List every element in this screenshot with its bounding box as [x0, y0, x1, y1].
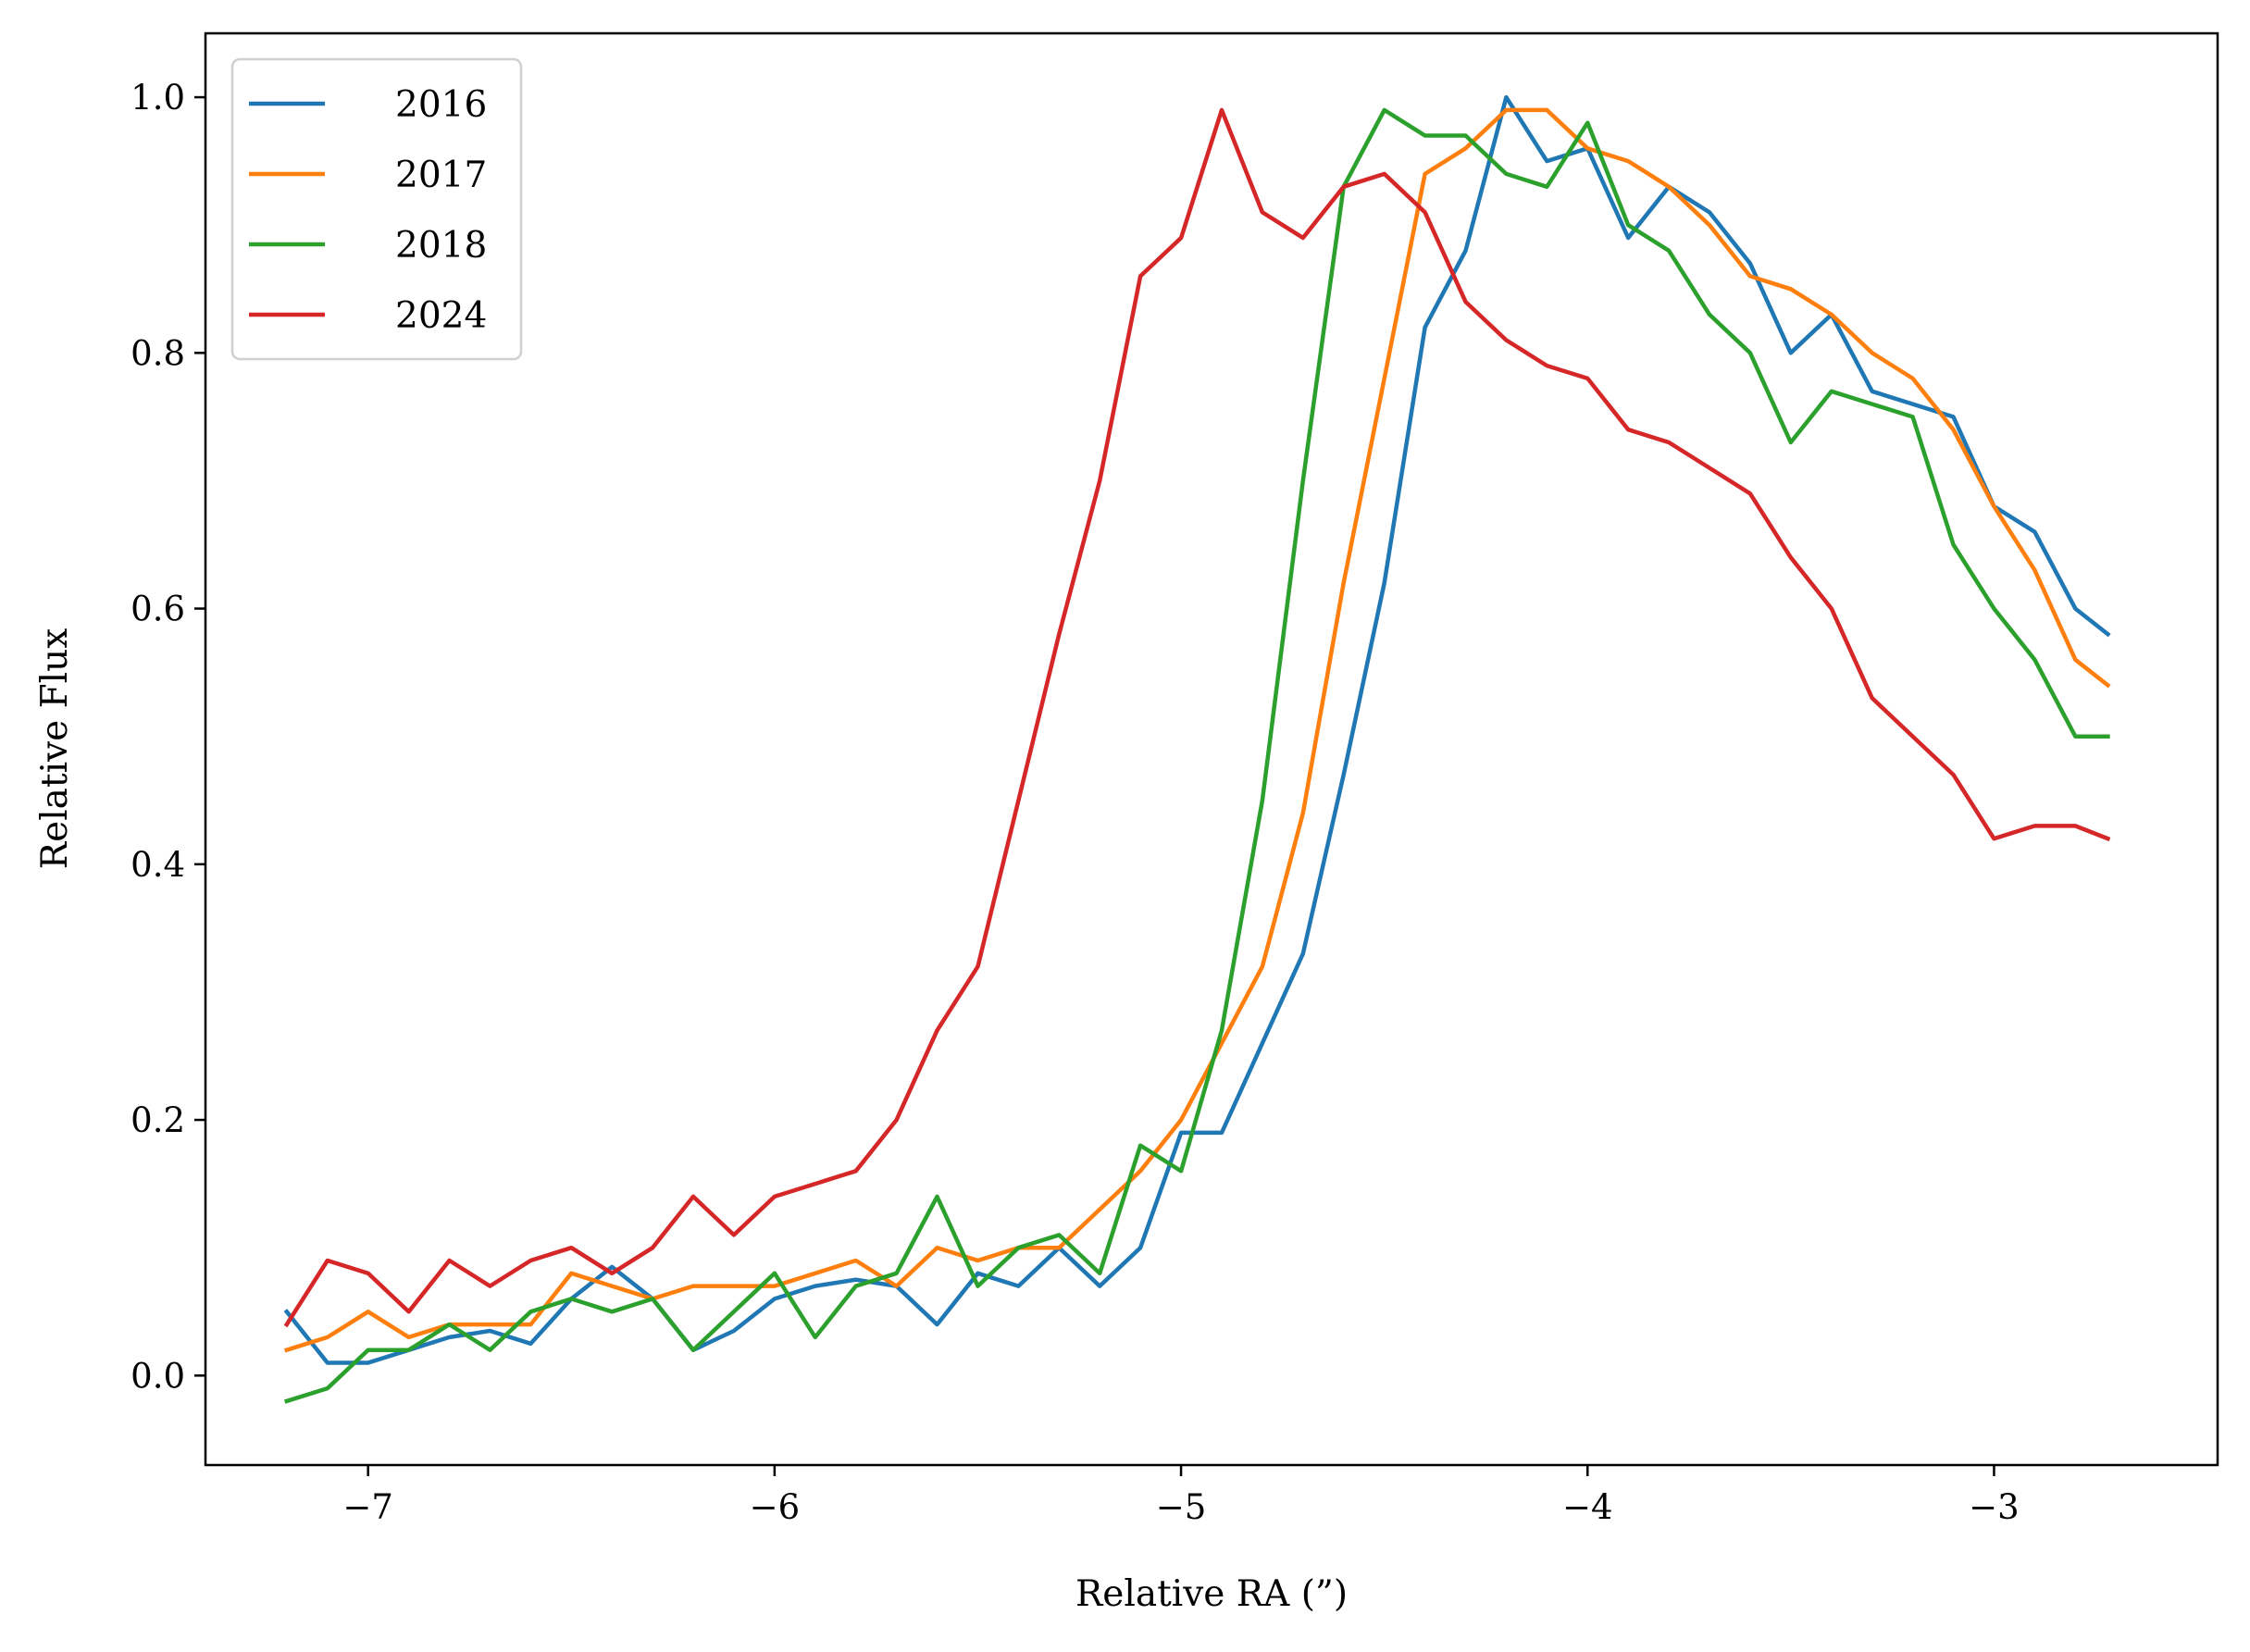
series-line-2016 [283, 94, 2111, 1365]
legend-label-2018: 2018 [395, 225, 487, 267]
legend-label-2024: 2024 [395, 295, 487, 337]
y-axis-label: Relative Flux [34, 628, 76, 869]
x-tick-label: −4 [1562, 1487, 1613, 1527]
x-tick-label: −6 [750, 1487, 801, 1527]
plot-area [205, 33, 2218, 1465]
y-tick-label: 0.4 [131, 845, 185, 885]
y-tick-label: 0.8 [131, 333, 185, 373]
y-tick-label: 0.0 [131, 1356, 185, 1396]
y-tick-label: 0.2 [131, 1100, 185, 1140]
series-layer [283, 94, 2111, 1404]
x-axis-label: Relative RA (”) [1075, 1573, 1348, 1615]
legend-box [230, 57, 523, 361]
x-tick-label: −7 [342, 1487, 393, 1527]
legend-label-2016: 2016 [395, 84, 487, 126]
series-line-2018 [283, 107, 2110, 1404]
legend-label-2017: 2017 [395, 155, 487, 196]
series-line-2017 [283, 107, 2111, 1353]
x-tick-label: −3 [1969, 1487, 2020, 1527]
y-axis-ticks: 0.0 0.2 0.4 0.6 0.8 1.0 [131, 78, 205, 1396]
x-axis-ticks: −7 −6 −5 −4 −3 [342, 1465, 2020, 1527]
x-tick-label: −5 [1156, 1487, 1207, 1527]
y-tick-label: 1.0 [131, 78, 185, 118]
y-tick-label: 0.6 [131, 590, 185, 629]
plot-frame [204, 31, 2219, 1467]
series-line-2024 [283, 107, 2111, 1328]
legend: 2016 2017 2018 2024 [230, 57, 523, 361]
